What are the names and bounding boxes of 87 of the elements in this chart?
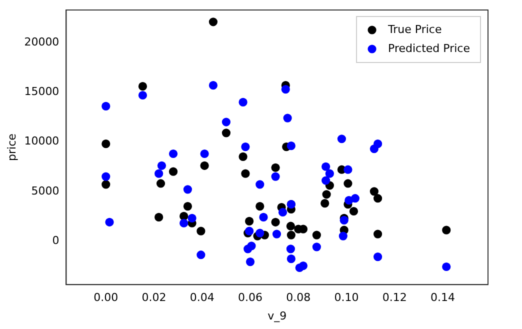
- y-tick-label: 10000: [24, 134, 60, 148]
- point: [298, 261, 308, 270]
- point: [102, 172, 110, 181]
- x-tick-label: 0.00: [94, 291, 118, 304]
- point: [344, 165, 352, 174]
- point: [338, 232, 348, 240]
- point: [196, 250, 206, 260]
- point: [259, 212, 268, 222]
- x-tick-label: 0.06: [238, 291, 263, 304]
- point: [370, 187, 378, 196]
- y-tick-label: 5000: [31, 184, 60, 198]
- point: [241, 142, 250, 152]
- point: [156, 179, 166, 188]
- x-axis-title: v_9: [268, 309, 287, 322]
- point: [102, 140, 110, 148]
- point: [312, 230, 321, 240]
- point: [196, 226, 206, 236]
- point: [271, 172, 280, 181]
- point: [208, 81, 218, 90]
- point: [278, 208, 288, 217]
- point: [373, 140, 382, 148]
- point: [102, 102, 110, 110]
- point: [188, 214, 196, 222]
- point: [245, 216, 254, 226]
- point: [272, 230, 282, 238]
- point: [373, 230, 382, 238]
- point: [286, 222, 295, 230]
- point: [337, 134, 346, 144]
- point: [271, 218, 280, 226]
- point: [286, 142, 296, 150]
- point: [180, 218, 188, 228]
- point: [256, 202, 264, 211]
- point: [200, 149, 209, 158]
- point: [373, 194, 382, 203]
- point: [256, 180, 264, 189]
- x-tick-label: 0.04: [190, 291, 214, 304]
- point: [256, 228, 264, 238]
- point: [138, 82, 148, 91]
- point: [154, 169, 164, 178]
- x-tick-label: 0.10: [334, 291, 359, 304]
- point: [349, 206, 358, 216]
- point: [322, 190, 331, 199]
- point: [373, 252, 382, 262]
- y-tick-label: 15000: [24, 85, 60, 98]
- point: [200, 161, 209, 170]
- point: [180, 212, 188, 220]
- point: [222, 128, 231, 138]
- point: [222, 118, 231, 126]
- point: [271, 163, 280, 172]
- y-axis-title: price: [5, 133, 18, 161]
- point: [322, 176, 330, 185]
- point: [283, 114, 292, 122]
- point: [238, 152, 248, 162]
- point: [350, 194, 360, 203]
- legend-label: Predicted Price: [388, 42, 470, 55]
- point: [105, 218, 114, 226]
- legend-label: True Price: [387, 22, 442, 36]
- point: [286, 230, 296, 240]
- point: [154, 212, 164, 222]
- point: [246, 258, 255, 266]
- point: [138, 90, 148, 100]
- point: [322, 162, 330, 171]
- point: [442, 262, 451, 272]
- point: [325, 169, 334, 178]
- point: [183, 185, 192, 194]
- point: [157, 161, 166, 170]
- point: [183, 202, 192, 211]
- x-tick-label: 0.02: [142, 291, 166, 304]
- point: [286, 254, 296, 264]
- point: [281, 85, 290, 94]
- point: [168, 167, 178, 176]
- point: [241, 169, 250, 178]
- point: [286, 244, 295, 254]
- point: [312, 242, 321, 252]
- point: [247, 242, 256, 250]
- x-tick-label: 0.12: [382, 291, 407, 304]
- y-tick-label: 20000: [24, 36, 60, 49]
- point: [208, 18, 218, 26]
- point: [102, 180, 110, 189]
- x-tick-label: 0.08: [286, 291, 311, 304]
- point: [320, 199, 330, 208]
- point: [344, 179, 352, 188]
- point: [238, 98, 248, 106]
- y-tick-label: 0: [52, 234, 60, 247]
- point: [442, 226, 451, 234]
- point: [168, 149, 178, 158]
- x-tick-label: 0.14: [430, 291, 456, 304]
